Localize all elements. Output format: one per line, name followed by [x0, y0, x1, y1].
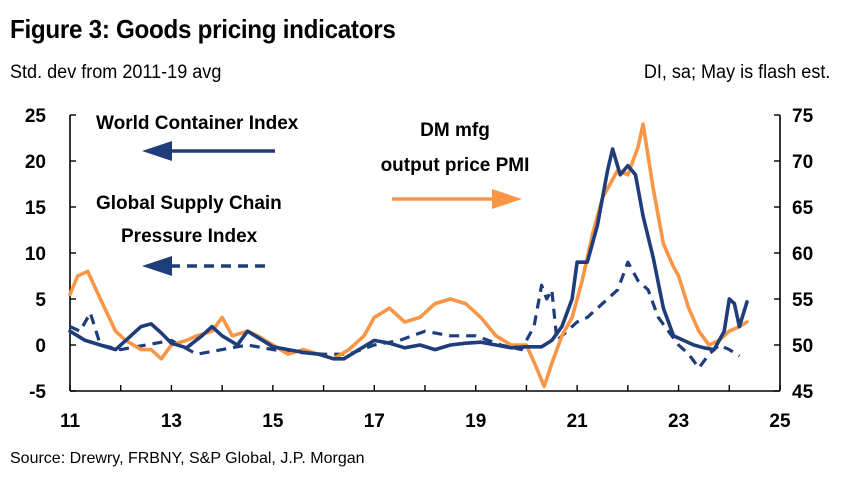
x-tick-label: 11: [60, 411, 81, 432]
gscpi-arrow-head-icon: [142, 256, 172, 276]
annotation-gscpi-line1: Global Supply Chain: [96, 193, 282, 214]
left-axis-unit-label: Std. dev from 2011-19 avg: [10, 62, 222, 83]
right-y-tick-label: 60: [792, 244, 813, 265]
chart-title: Figure 3: Goods pricing indicators: [10, 14, 396, 44]
x-tick-label: 21: [567, 411, 589, 432]
right-axis-unit-label: DI, sa; May is flash est.: [643, 62, 830, 83]
left-y-tick-label: 0: [35, 336, 46, 357]
annotation-gscpi-line2: Pressure Index: [121, 226, 258, 247]
left-y-tick-label: -5: [29, 382, 46, 403]
right-y-tick-label: 75: [792, 106, 814, 127]
source-note: Source: Drewry, FRBNY, S&P Global, J.P. …: [10, 450, 365, 467]
right-y-tick-label: 45: [792, 382, 814, 403]
x-tick-label: 17: [364, 411, 385, 432]
annotations: World Container Index Global Supply Chai…: [96, 113, 529, 276]
series-line-global-supply-chain-pressure-index: [69, 260, 741, 370]
series-line-world-container-index: [68, 147, 749, 361]
x-tick-label: 15: [262, 411, 284, 432]
annotation-pmi-line2: output price PMI: [381, 155, 530, 176]
annotation-pmi-line1: DM mfg: [420, 120, 490, 141]
series-line-dm-mfg-output-price-pmi: [68, 122, 749, 389]
right-y-tick-label: 55: [792, 290, 814, 311]
pmi-arrow-head-icon: [492, 189, 522, 209]
x-tick-label: 23: [668, 411, 689, 432]
right-y-tick-label: 65: [792, 198, 814, 219]
annotation-world-container-index: World Container Index: [96, 113, 299, 134]
right-y-tick-label: 50: [792, 336, 813, 357]
x-tick-label: 19: [465, 411, 486, 432]
left-y-tick-label: 10: [25, 244, 46, 265]
right-y-tick-label: 70: [792, 152, 813, 173]
series-group: [68, 122, 749, 389]
left-y-tick-label: 20: [25, 152, 46, 173]
x-tick-label: 13: [161, 411, 182, 432]
left-y-tick-label: 15: [25, 198, 47, 219]
left-y-tick-label: 5: [35, 290, 46, 311]
wci-arrow-head-icon: [142, 141, 172, 161]
left-y-tick-label: 25: [25, 106, 47, 127]
x-tick-label: 25: [769, 411, 791, 432]
